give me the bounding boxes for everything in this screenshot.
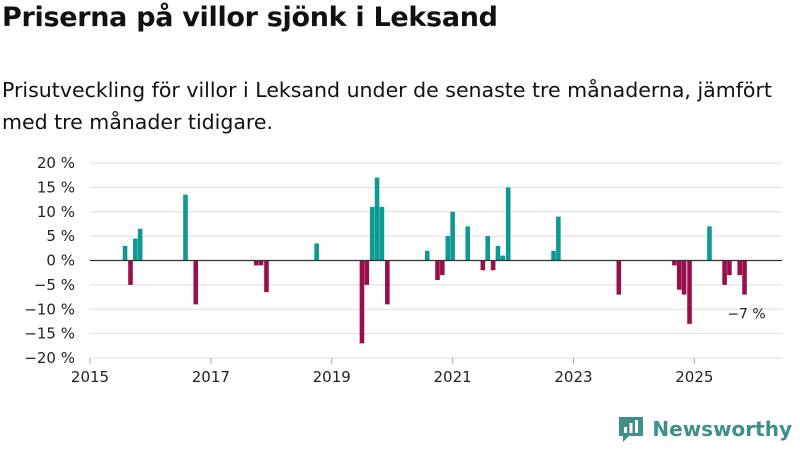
bar xyxy=(707,226,712,261)
bar xyxy=(676,260,682,290)
bar xyxy=(551,250,556,261)
bar xyxy=(681,260,687,295)
bar xyxy=(742,260,747,295)
bar xyxy=(672,260,677,266)
bar xyxy=(500,255,506,261)
bar xyxy=(359,260,365,344)
y-tick-label: −20 % xyxy=(24,349,75,367)
bar xyxy=(264,260,269,293)
bar xyxy=(495,245,501,261)
bar xyxy=(616,260,622,295)
bar-chart: 20 %15 %10 %5 %0 %−5 %−10 %−15 %−20 %201… xyxy=(24,154,782,386)
bar xyxy=(369,206,375,261)
bar xyxy=(424,250,430,261)
data-label: −7 % xyxy=(727,307,765,323)
axes: 20 %15 %10 %5 %0 %−5 %−10 %−15 %−20 %201… xyxy=(24,154,782,386)
bar xyxy=(445,236,451,261)
grid-lines xyxy=(90,162,782,359)
chart-title: Priserna på villor sjönk i Leksand xyxy=(2,2,498,33)
bar xyxy=(722,260,727,285)
bar xyxy=(450,211,455,261)
chart-subtitle: Prisutveckling för villor i Leksand unde… xyxy=(2,78,772,134)
x-tick-label: 2017 xyxy=(192,368,230,386)
bar xyxy=(374,177,380,261)
y-tick-label: 0 % xyxy=(46,252,75,270)
y-tick-label: 10 % xyxy=(37,203,75,221)
bars xyxy=(122,177,747,344)
newsworthy-brand: Newsworthy xyxy=(616,412,792,446)
y-tick-label: −10 % xyxy=(24,300,75,318)
bar xyxy=(440,260,445,276)
y-tick-label: 20 % xyxy=(37,154,75,172)
x-tick-label: 2015 xyxy=(71,368,109,386)
newsworthy-logo-icon xyxy=(619,417,644,442)
bar xyxy=(364,260,370,285)
bar xyxy=(258,260,264,266)
bar xyxy=(253,260,259,266)
bar xyxy=(490,260,496,271)
y-tick-label: 5 % xyxy=(46,227,75,245)
bar xyxy=(556,216,561,261)
brand-name: Newsworthy xyxy=(652,417,792,441)
bar xyxy=(435,260,440,280)
bar xyxy=(133,238,138,261)
bar xyxy=(379,206,385,261)
x-tick-label: 2021 xyxy=(434,368,472,386)
bar xyxy=(128,260,133,285)
bar xyxy=(193,260,199,305)
labels: −7 % xyxy=(727,307,765,323)
bar xyxy=(137,228,143,261)
bar xyxy=(727,260,732,276)
bar xyxy=(465,226,471,261)
bar xyxy=(737,260,742,276)
x-tick-label: 2019 xyxy=(313,368,351,386)
bar xyxy=(480,260,486,271)
x-tick-label: 2023 xyxy=(554,368,592,386)
x-tick-label: 2025 xyxy=(675,368,713,386)
bar xyxy=(385,260,390,305)
y-tick-label: −15 % xyxy=(24,325,75,343)
y-tick-label: −5 % xyxy=(34,276,75,294)
bar xyxy=(687,260,692,324)
bar xyxy=(314,243,319,261)
bar xyxy=(505,187,511,261)
bar xyxy=(122,245,128,261)
bar xyxy=(183,194,188,261)
y-tick-label: 15 % xyxy=(37,178,75,196)
bar xyxy=(485,236,490,261)
